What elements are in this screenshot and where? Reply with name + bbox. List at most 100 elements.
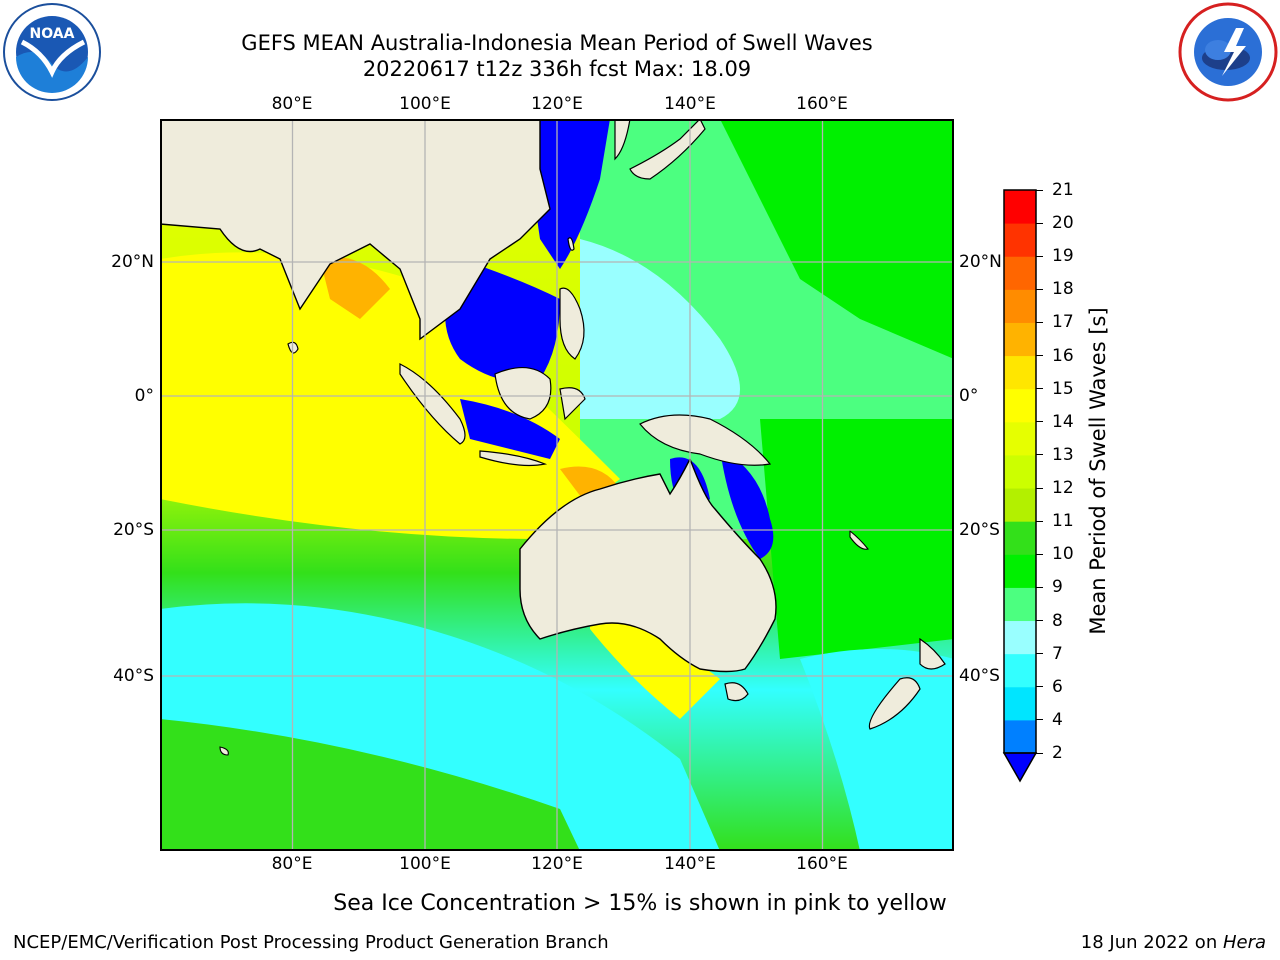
colorbar-tick-label: 6 bbox=[1052, 676, 1063, 697]
footer-credit: NCEP/EMC/Verification Post Processing Pr… bbox=[13, 932, 609, 953]
lat-tick-left-40s: 40°S bbox=[113, 666, 154, 686]
colorbar-tick-label: 7 bbox=[1052, 643, 1063, 664]
south-china-sea-swell-area bbox=[445, 259, 560, 382]
colorbar-tick-mark bbox=[1036, 686, 1043, 688]
colorbar-bin bbox=[1004, 554, 1036, 588]
lon-tick-top-80e: 80°E bbox=[271, 94, 313, 114]
philippines-landmass bbox=[559, 287, 585, 360]
lon-tick-bottom-100e: 100°E bbox=[399, 854, 451, 874]
new-guinea-landmass bbox=[639, 414, 772, 466]
lat-tick-left-0: 0° bbox=[134, 386, 154, 406]
colorbar-tick-mark bbox=[1036, 388, 1043, 390]
noaa-logo: NOAA bbox=[2, 2, 102, 102]
colorbar-tick-label: 9 bbox=[1052, 577, 1063, 598]
colorbar-tick-label: 20 bbox=[1052, 213, 1074, 234]
colorbar-tick-mark bbox=[1036, 222, 1043, 224]
noaa-logo-icon: NOAA bbox=[3, 3, 101, 101]
new-zealand-south-island bbox=[868, 677, 921, 730]
bay-of-bengal-swell-area bbox=[320, 257, 390, 319]
national-weather-service-logo-icon bbox=[1178, 2, 1278, 102]
nws-logo bbox=[1178, 2, 1278, 102]
colorbar-tick-mark bbox=[1036, 321, 1043, 323]
coral-sea-swell-area bbox=[720, 449, 774, 559]
lon-tick-bottom-120e: 120°E bbox=[531, 854, 583, 874]
colorbar-tick-label: 17 bbox=[1052, 312, 1074, 333]
colorbar-tick-mark bbox=[1036, 454, 1043, 456]
colorbar-swatches bbox=[1002, 189, 1038, 783]
footer-machine: Hera bbox=[1222, 932, 1266, 953]
colorbar-bin bbox=[1004, 190, 1036, 224]
lon-tick-bottom-80e: 80°E bbox=[271, 854, 313, 874]
colorbar-label: Mean Period of Swell Waves [s] bbox=[1086, 307, 1110, 635]
sumatra-landmass bbox=[399, 363, 466, 445]
colorbar-bin bbox=[1004, 223, 1036, 257]
colorbar-tick-mark bbox=[1036, 653, 1043, 655]
colorbar-tick-mark bbox=[1036, 719, 1043, 721]
colorbar-bin bbox=[1004, 521, 1036, 555]
lat-tick-right-20n: 20°N bbox=[959, 252, 1002, 272]
colorbar-tick-mark bbox=[1036, 752, 1043, 754]
lon-tick-top-100e: 100°E bbox=[399, 94, 451, 114]
colorbar-tick-mark bbox=[1036, 421, 1043, 423]
lat-tick-left-20s: 20°S bbox=[113, 520, 154, 540]
colorbar-bin bbox=[1004, 653, 1036, 688]
lon-tick-top-140e: 140°E bbox=[664, 94, 716, 114]
colorbar-bin bbox=[1004, 421, 1036, 456]
map-frame bbox=[160, 119, 954, 851]
lat-tick-right-0: 0° bbox=[959, 386, 979, 406]
new-caledonia-landmass bbox=[849, 529, 869, 550]
lat-tick-right-40s: 40°S bbox=[959, 666, 1000, 686]
colorbar-frame bbox=[1003, 189, 1037, 754]
map-panel bbox=[160, 119, 954, 851]
colorbar-bin bbox=[1004, 355, 1036, 390]
colorbar-tick-mark bbox=[1036, 355, 1043, 357]
colorbar-tick-label: 21 bbox=[1052, 180, 1074, 200]
colorbar-tick-mark bbox=[1036, 620, 1043, 622]
chart-title: GEFS MEAN Australia-Indonesia Mean Perio… bbox=[241, 31, 873, 55]
lon-tick-bottom-140e: 140°E bbox=[664, 854, 716, 874]
west-pacific-swell-area bbox=[580, 239, 740, 419]
colorbar-bin bbox=[1004, 256, 1036, 290]
colorbar-tick-mark bbox=[1036, 586, 1043, 588]
colorbar-bin bbox=[1004, 289, 1036, 323]
colorbar-tick-label: 15 bbox=[1052, 378, 1074, 399]
colorbar-tick-mark bbox=[1036, 255, 1043, 257]
java-landmass bbox=[479, 450, 548, 467]
colorbar-tick-mark bbox=[1036, 487, 1043, 489]
lon-tick-top-160e: 160°E bbox=[796, 94, 848, 114]
lat-tick-left-20n: 20°N bbox=[111, 252, 154, 272]
colorbar-bin bbox=[1004, 488, 1036, 522]
lon-tick-bottom-160e: 160°E bbox=[796, 854, 848, 874]
kerguelen-island bbox=[219, 746, 229, 756]
colorbar-bin bbox=[1004, 322, 1036, 357]
colorbar-tick-label: 13 bbox=[1052, 444, 1074, 465]
colorbar-tick-mark bbox=[1036, 553, 1043, 555]
java-sea-swell-area bbox=[460, 399, 560, 459]
svg-text:NOAA: NOAA bbox=[30, 26, 75, 42]
swell-period-map bbox=[160, 119, 954, 851]
colorbar-bin bbox=[1004, 388, 1036, 423]
colorbar-tick-label: 4 bbox=[1052, 709, 1063, 730]
south-tasman-swell-area bbox=[800, 649, 954, 851]
colorbar-tick-label: 8 bbox=[1052, 610, 1063, 631]
colorbar-tick-mark bbox=[1036, 189, 1043, 191]
asia-landmass bbox=[160, 119, 551, 341]
colorbar-tick-label: 11 bbox=[1052, 511, 1074, 532]
colorbar-bin bbox=[1004, 686, 1036, 721]
colorbar-tick-label: 16 bbox=[1052, 345, 1074, 366]
footer-date-text: 18 Jun 2022 on bbox=[1080, 932, 1223, 953]
colorbar-extend-triangle bbox=[1002, 752, 1038, 783]
colorbar-bin bbox=[1004, 719, 1036, 754]
borneo-landmass bbox=[494, 367, 552, 420]
colorbar-tick-label: 19 bbox=[1052, 246, 1074, 267]
colorbar-tick-label: 12 bbox=[1052, 478, 1074, 499]
colorbar-tick-label: 2 bbox=[1052, 743, 1063, 763]
tasmania-landmass bbox=[724, 682, 749, 702]
sea-ice-note: Sea Ice Concentration > 15% is shown in … bbox=[333, 891, 947, 916]
taiwan-landmass bbox=[567, 237, 575, 251]
lat-tick-right-20s: 20°S bbox=[959, 520, 1000, 540]
australia-landmass bbox=[519, 457, 777, 673]
footer-date: 18 Jun 2022 on Hera bbox=[1081, 932, 1266, 953]
colorbar-tick-mark bbox=[1036, 288, 1043, 290]
new-zealand-north-island bbox=[919, 637, 946, 670]
